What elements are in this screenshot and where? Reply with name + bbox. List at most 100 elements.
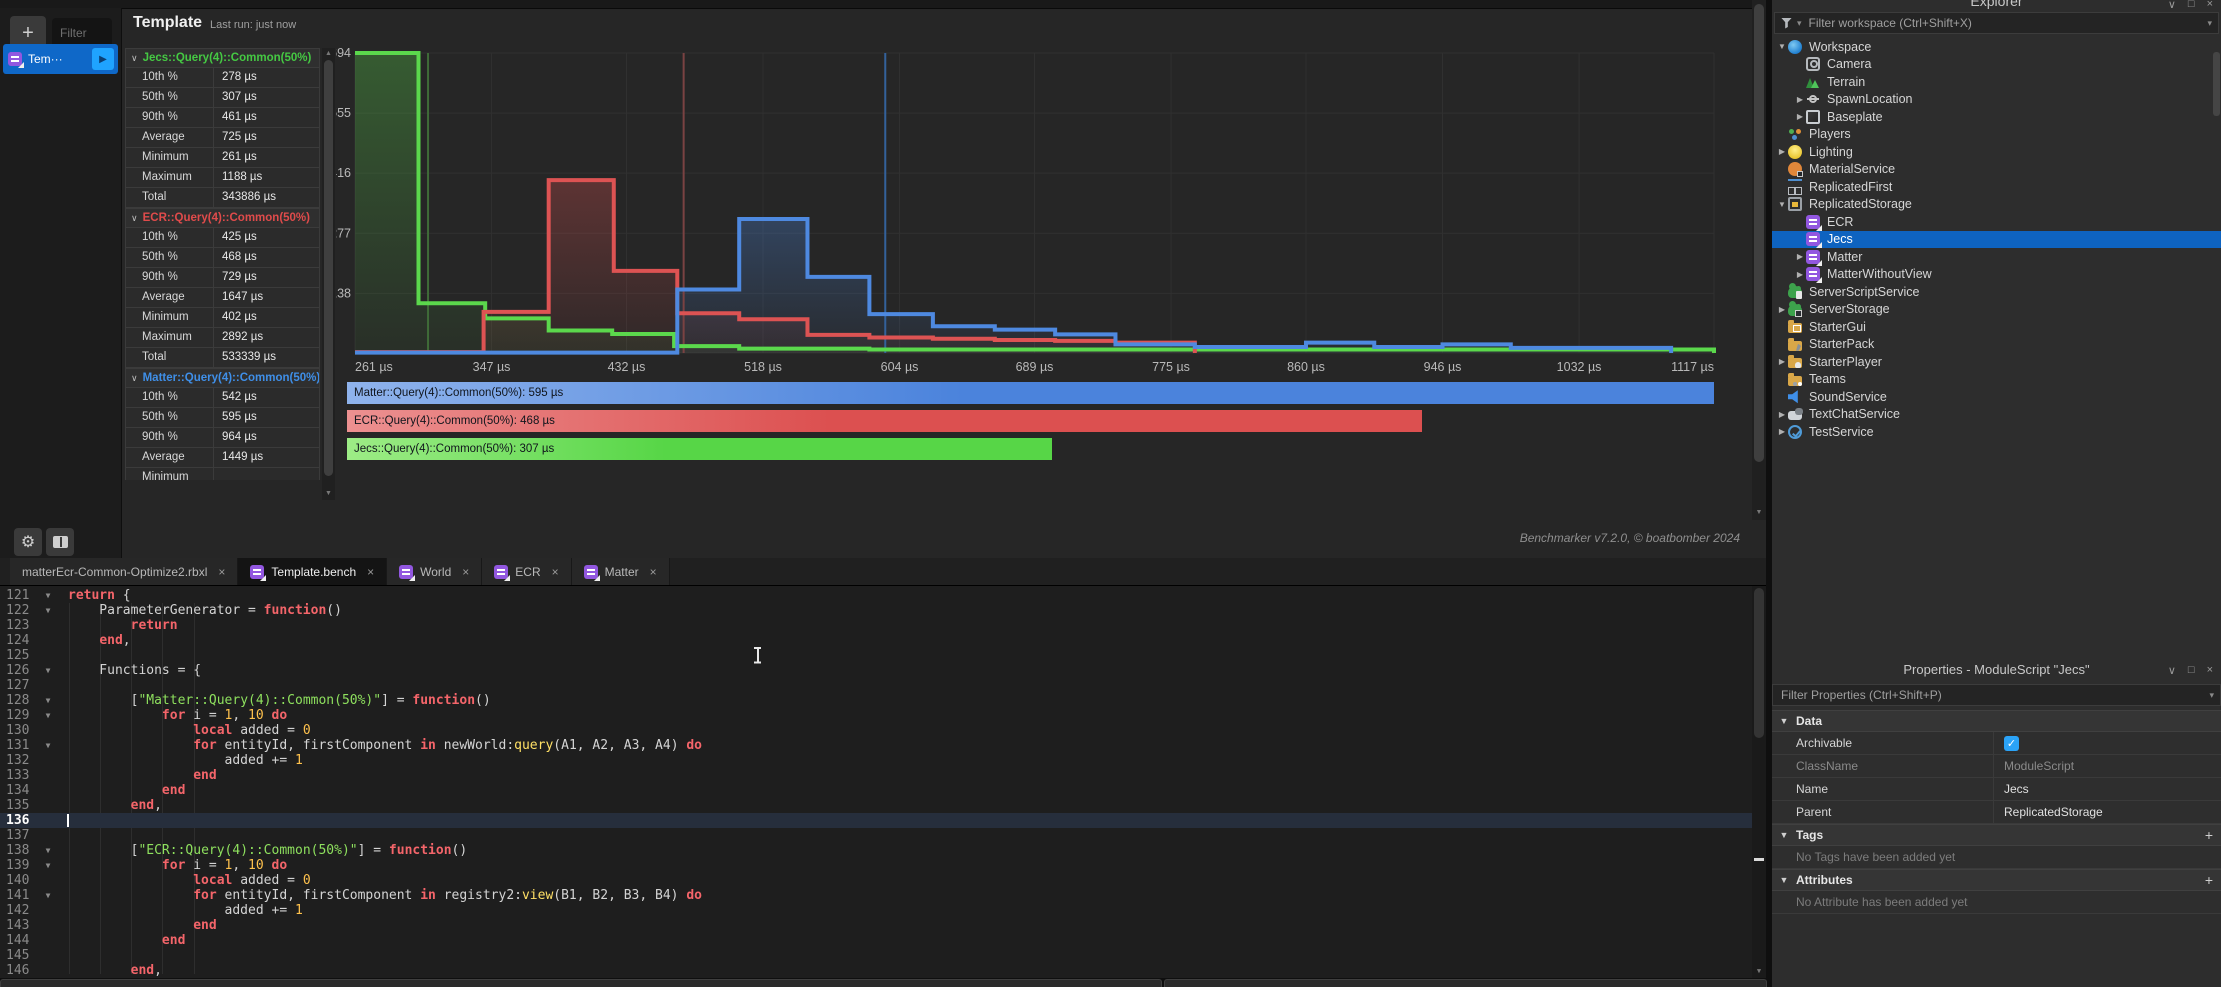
fold-arrow-icon[interactable]: ▼ [45, 666, 51, 675]
tree-collapse-icon[interactable]: ▶ [1796, 252, 1804, 262]
explorer-item-startergui[interactable]: StarterGui [1772, 318, 2221, 336]
property-value[interactable]: ReplicatedStorage [2004, 805, 2103, 819]
explorer-item-camera[interactable]: Camera [1772, 56, 2221, 74]
tree-collapse-icon[interactable]: ▶ [1778, 304, 1786, 314]
fold-arrow-icon[interactable]: ▼ [45, 861, 51, 870]
plugin-scrollbar[interactable]: ▼ [1752, 0, 1766, 520]
explorer-item-matter[interactable]: ▶ Matter [1772, 248, 2221, 266]
chevron-down-icon[interactable]: ▾ [2209, 689, 2214, 700]
benchmark-filter-input[interactable] [52, 18, 112, 48]
editor-tab-matterecr-common-optimize2-rbxl[interactable]: matterEcr-Common-Optimize2.rbxl × [10, 558, 239, 585]
close-icon[interactable]: × [2206, 0, 2213, 10]
add-tags-button[interactable]: + [2204, 827, 2213, 843]
explorer-item-starterpack[interactable]: StarterPack [1772, 336, 2221, 354]
editor-scrollbar[interactable]: ▼ [1752, 586, 1766, 978]
tree-collapse-icon[interactable]: ▶ [1778, 147, 1786, 157]
properties-filter-input[interactable] [1779, 687, 2205, 703]
stats-scrollbar[interactable]: ▲ ▼ [322, 48, 335, 500]
explorer-item-jecs[interactable]: Jecs [1772, 230, 2221, 249]
editor-tab-template-bench[interactable]: Template.bench × [238, 558, 388, 585]
chevron-down-icon[interactable]: ∨ [131, 52, 138, 63]
explorer-item-spawnlocation[interactable]: ▶ SpawnLocation [1772, 91, 2221, 109]
explorer-item-textchatservice[interactable]: ▶ TextChatService [1772, 406, 2221, 424]
property-section-tags[interactable]: ▼ Tags + [1772, 824, 2221, 846]
float-window-icon[interactable]: □ [2187, 664, 2195, 676]
tree-collapse-icon[interactable]: ▶ [1796, 94, 1804, 104]
property-section-data[interactable]: ▼ Data [1772, 710, 2221, 732]
explorer-item-soundservice[interactable]: SoundService [1772, 388, 2221, 406]
property-value[interactable]: ModuleScript [2004, 759, 2075, 773]
stat-section-header[interactable]: ∨ Matter::Query(4)::Common(50%) [125, 368, 320, 388]
fold-arrow-icon[interactable]: ▼ [45, 591, 51, 600]
explorer-item-serverscriptservice[interactable]: ServerScriptService [1772, 283, 2221, 301]
fold-arrow-icon[interactable]: ▼ [45, 696, 51, 705]
settings-button[interactable]: ⚙ [14, 528, 42, 556]
scrollbar-thumb[interactable] [1754, 4, 1764, 462]
close-icon[interactable]: × [649, 564, 657, 579]
chevron-down-icon[interactable]: ▾ [1797, 17, 1802, 28]
explorer-item-lighting[interactable]: ▶ Lighting [1772, 143, 2221, 161]
tree-expand-icon[interactable]: ▼ [1778, 42, 1786, 52]
archivable-checkbox[interactable]: ✓ [2004, 735, 2019, 751]
sidebar-item-template[interactable]: Tem··· ▶ [3, 44, 118, 74]
explorer-scrollbar-thumb[interactable] [2213, 52, 2220, 116]
close-icon[interactable]: × [462, 564, 470, 579]
explorer-item-workspace[interactable]: ▼ Workspace [1772, 38, 2221, 56]
script-editor[interactable]: 121 ▼ return {122 ▼ ParameterGenerator = fu… [0, 586, 1766, 978]
explorer-item-matterwithoutview[interactable]: ▶ MatterWithoutView [1772, 266, 2221, 284]
explorer-item-replicatedfirst[interactable]: ReplicatedFirst [1772, 178, 2221, 196]
stat-section-header[interactable]: ∨ Jecs::Query(4)::Common(50%) [125, 48, 320, 68]
fold-arrow-icon[interactable]: ▼ [45, 741, 51, 750]
docs-button[interactable] [46, 528, 74, 556]
editor-tab-world[interactable]: World × [387, 558, 483, 585]
explorer-item-ecr[interactable]: ECR [1772, 213, 2221, 231]
fold-arrow-icon[interactable]: ▼ [45, 891, 51, 900]
close-icon[interactable]: × [2206, 664, 2213, 676]
scrollbar-thumb[interactable] [1754, 588, 1764, 738]
tree-collapse-icon[interactable]: ▶ [1778, 427, 1786, 437]
chevron-down-icon[interactable]: ▾ [2207, 17, 2212, 28]
fold-arrow-icon[interactable]: ▼ [45, 846, 51, 855]
property-section-attributes[interactable]: ▼ Attributes + [1772, 869, 2221, 891]
scrollbar-thumb[interactable] [324, 60, 333, 476]
tree-collapse-icon[interactable]: ▶ [1778, 357, 1786, 367]
fold-arrow-icon[interactable]: ▼ [45, 711, 51, 720]
editor-tab-ecr[interactable]: ECR × [482, 558, 572, 585]
scroll-down-icon[interactable]: ▼ [325, 490, 332, 497]
chevron-down-icon[interactable]: ▼ [1779, 716, 1789, 726]
tree-expand-icon[interactable]: ▼ [1778, 199, 1786, 209]
scroll-down-icon[interactable]: ▼ [1756, 967, 1762, 975]
explorer-item-replicatedstorage[interactable]: ▼ ReplicatedStorage [1772, 196, 2221, 214]
explorer-filter-input[interactable] [1806, 15, 2203, 31]
explorer-item-teams[interactable]: Teams [1772, 371, 2221, 389]
close-icon[interactable]: × [551, 564, 559, 579]
editor-tab-matter[interactable]: Matter × [571, 558, 670, 585]
collapse-panel-icon[interactable]: ∨ [2167, 0, 2176, 11]
run-benchmark-button[interactable]: ▶ [92, 48, 114, 70]
explorer-item-materialservice[interactable]: MaterialService [1772, 161, 2221, 179]
tree-collapse-icon[interactable]: ▶ [1796, 269, 1804, 279]
close-icon[interactable]: × [218, 564, 226, 579]
float-window-icon[interactable]: □ [2187, 0, 2195, 10]
chevron-down-icon[interactable]: ∨ [131, 372, 138, 383]
collapse-panel-icon[interactable]: ∨ [2167, 665, 2176, 677]
chevron-down-icon[interactable]: ∨ [131, 212, 138, 223]
add-attributes-button[interactable]: + [2204, 872, 2213, 888]
explorer-item-starterplayer[interactable]: ▶ StarterPlayer [1772, 353, 2221, 371]
explorer-filter[interactable]: ▾ ▾ [1774, 12, 2219, 34]
chevron-down-icon[interactable]: ▼ [1779, 830, 1789, 840]
chevron-down-icon[interactable]: ▼ [1779, 875, 1789, 885]
explorer-item-serverstorage[interactable]: ▶ ServerStorage [1772, 300, 2221, 319]
scroll-up-icon[interactable]: ▲ [325, 50, 332, 57]
fold-arrow-icon[interactable]: ▼ [45, 606, 51, 615]
close-icon[interactable]: × [367, 564, 375, 579]
scroll-down-icon[interactable]: ▼ [1755, 509, 1763, 516]
properties-filter[interactable]: ▾ [1772, 684, 2221, 706]
explorer-item-baseplate[interactable]: ▶ Baseplate [1772, 108, 2221, 126]
stat-section-header[interactable]: ∨ ECR::Query(4)::Common(50%) [125, 208, 320, 228]
explorer-item-terrain[interactable]: Terrain [1772, 73, 2221, 91]
tree-collapse-icon[interactable]: ▶ [1778, 409, 1786, 419]
explorer-item-testservice[interactable]: ▶ TestService [1772, 423, 2221, 441]
property-value[interactable]: Jecs [2004, 782, 2029, 796]
explorer-item-players[interactable]: Players [1772, 126, 2221, 144]
